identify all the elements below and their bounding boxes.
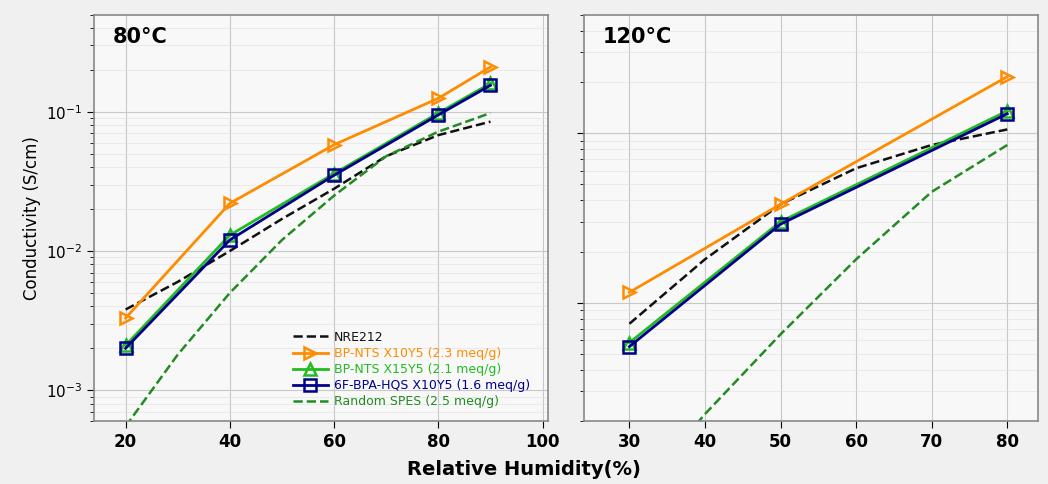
- Y-axis label: Conductivity (S/cm): Conductivity (S/cm): [23, 136, 41, 300]
- Text: 80°C: 80°C: [112, 27, 168, 47]
- Text: 120°C: 120°C: [603, 27, 672, 47]
- Text: Relative Humidity(%): Relative Humidity(%): [407, 460, 641, 479]
- Legend: NRE212, BP-NTS X10Y5 (2.3 meq/g), BP-NTS X15Y5 (2.1 meq/g), 6F-BPA-HQS X10Y5 (1.: NRE212, BP-NTS X10Y5 (2.3 meq/g), BP-NTS…: [290, 328, 532, 411]
